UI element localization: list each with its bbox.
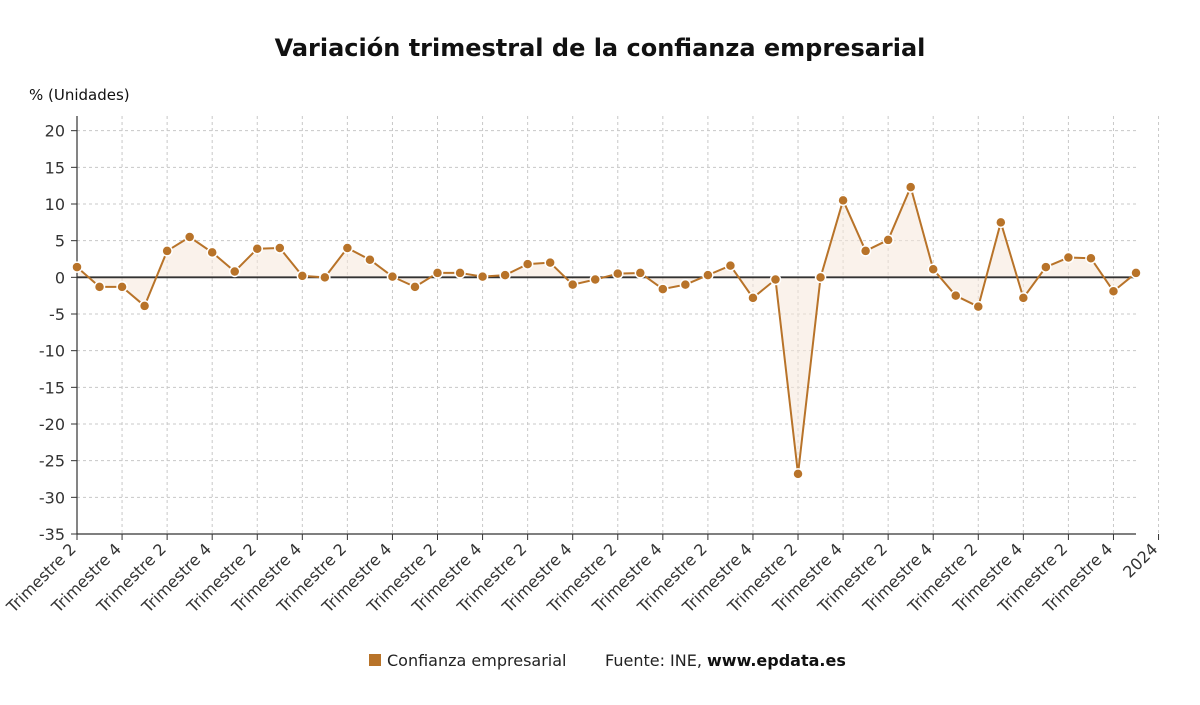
series-area [77,187,1136,474]
data-point [296,270,309,282]
axes [71,116,1160,540]
y-tick-label: -20 [39,415,65,434]
legend-label: Confianza empresarial [387,651,566,670]
data-point [904,181,917,193]
source-prefix: Fuente: INE, [605,651,707,670]
data-point [814,271,827,284]
data-point [702,269,714,281]
data-point [1017,292,1030,304]
data-point [837,194,849,207]
data-point [1062,251,1075,264]
y-tick-label: 15 [45,158,65,177]
chart-title: Variación trimestral de la confianza emp… [275,34,926,62]
data-point [1130,267,1142,279]
y-tick-label: 10 [45,195,65,214]
data-point [93,281,106,293]
data-point [409,281,421,293]
data-point [634,267,647,279]
data-point [274,242,286,254]
data-point [544,256,556,269]
data-point [566,278,579,291]
data-point [612,267,624,280]
y-tick-label: 20 [45,122,65,141]
data-point [792,468,804,480]
data-point [454,267,466,279]
grid [76,116,1160,534]
data-point [972,300,985,313]
data-point [206,246,218,259]
y-tick-label: -35 [39,525,65,544]
y-tick-labels: 20 15 10 5 0 -5 -10 -15 -20 -25 -30 -35 [39,122,65,544]
data-point [116,281,128,293]
data-point [341,242,354,254]
legend: Confianza empresarial Fuente: INE, www.e… [369,651,846,670]
data-point [769,273,782,286]
data-point [499,269,511,281]
data-point [589,273,601,286]
source-site: www.epdata.es [707,651,846,670]
y-tick-label: 0 [55,268,65,287]
legend-swatch [369,654,381,666]
data-point [927,263,939,276]
data-point [364,253,376,266]
data-point [228,265,241,278]
data-point [859,245,872,257]
y-tick-label: -30 [39,488,65,507]
data-point [71,261,83,273]
series-points [71,181,1142,480]
series-line-path [76,186,1137,475]
data-point [161,245,173,257]
data-point [319,271,331,284]
data-point [251,242,264,255]
data-point [138,300,151,312]
y-tick-label: -15 [39,378,65,397]
data-point [476,270,489,283]
data-point [386,270,399,283]
data-point [679,278,692,291]
data-point [747,292,759,304]
y-tick-label: -25 [39,452,65,471]
data-point [1107,285,1120,298]
data-point [431,267,444,279]
data-point [657,283,669,295]
y-tick-label: -5 [49,305,65,324]
data-point [521,258,534,270]
data-point [724,259,737,272]
source-text: Fuente: INE, www.epdata.es [605,651,846,670]
y-tick-label: 5 [55,232,65,251]
data-point [882,234,894,246]
series-area-fill [77,187,1136,474]
x-tick-label: 2024 [1119,539,1161,581]
y-tick-label: -10 [39,342,65,361]
series-line [76,186,1137,475]
data-point [949,289,962,302]
y-axis-label: % (Unidades) [29,86,130,104]
data-point [1040,261,1052,273]
data-point [183,231,196,243]
data-point [1085,252,1097,265]
data-point [995,216,1007,229]
